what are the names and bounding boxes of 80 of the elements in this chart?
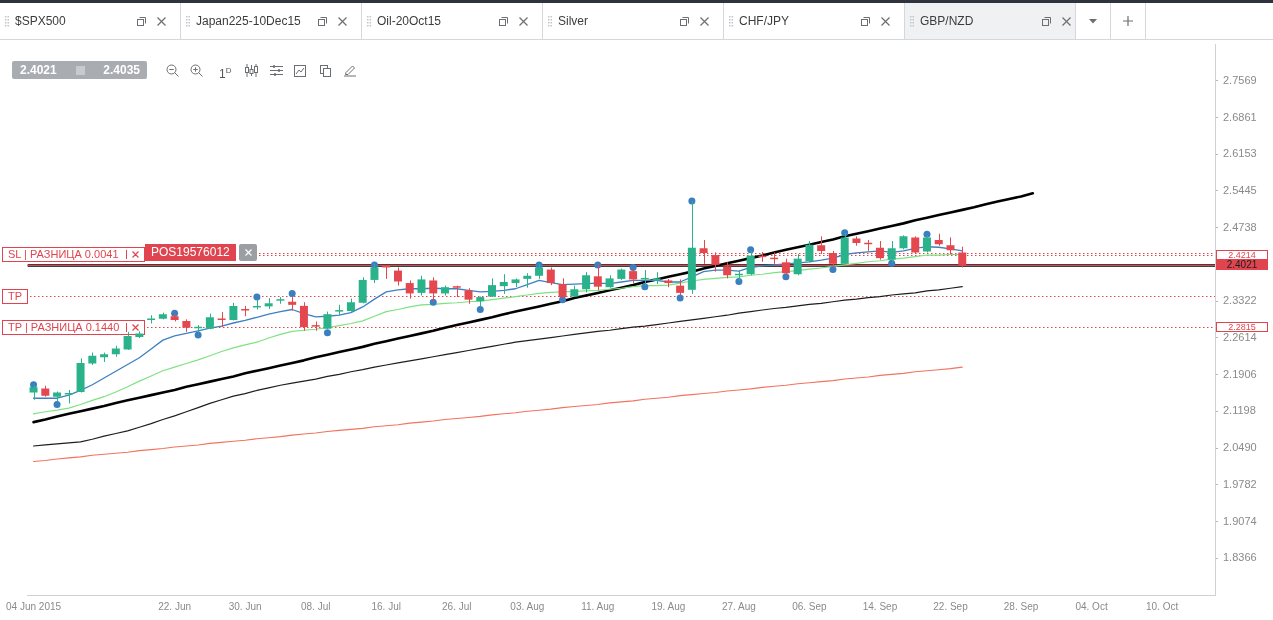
x-tick-label: 22. Jun <box>158 600 192 612</box>
candlestick <box>276 296 285 305</box>
x-tick-label: 22. Sep <box>933 600 969 612</box>
y-tick-label: 1.9782 <box>1223 477 1257 490</box>
y-tick-label: 2.1198 <box>1223 404 1256 417</box>
point <box>735 277 743 285</box>
x-tick-label: 26. Jul <box>442 600 472 612</box>
x-tick-label: 10. Oct <box>1145 600 1179 612</box>
candlestick <box>41 385 50 398</box>
point <box>641 283 649 291</box>
x-tick-label: 14. Sep <box>862 600 898 612</box>
text: CHF/JPY <box>739 14 790 28</box>
y-tick-label: 2.6861 <box>1223 110 1257 123</box>
x-tick-label: 06. Sep <box>792 600 828 612</box>
annotation: 2.4021 <box>20 62 57 79</box>
candlestick <box>64 389 73 404</box>
candlestick <box>147 314 156 325</box>
y-tick-label: 2.6153 <box>1223 147 1257 160</box>
x-tick-label: 16. Jul <box>371 600 401 612</box>
point <box>323 329 331 337</box>
point <box>747 246 755 254</box>
candlestick <box>852 235 861 247</box>
text: 2.2815 <box>1216 322 1268 333</box>
ref-line-label: SL | РАЗНИЦА 0.0041 <box>8 248 119 262</box>
text: Japan225-10Dec15 <box>196 14 301 28</box>
candlestick <box>511 277 520 288</box>
x-tick-label: 04 Jun 2015 <box>6 600 62 612</box>
candlestick <box>335 304 344 316</box>
point <box>629 263 637 271</box>
candlestick <box>323 311 332 330</box>
y-tick-label: 2.4738 <box>1223 220 1257 233</box>
x-tick-label: 27. Aug <box>721 600 756 612</box>
candlestick <box>111 345 120 358</box>
x-tick-label: 28. Sep <box>1003 600 1039 612</box>
candlestick <box>135 330 144 339</box>
x-tick-label: 30. Jun <box>228 600 262 612</box>
x-tick-label: 19. Aug <box>651 600 686 612</box>
candlestick <box>664 278 673 288</box>
point <box>194 331 202 339</box>
y-tick-label: 1.9074 <box>1223 514 1257 527</box>
x-tick-label: 03. Aug <box>510 600 545 612</box>
y-tick-label: 2.3322 <box>1223 294 1257 307</box>
candlestick <box>29 384 38 401</box>
point <box>53 400 61 408</box>
chart-title: GBP/NZD <box>920 14 974 28</box>
candlestick <box>887 240 896 264</box>
y-tick-label: 1.8366 <box>1223 551 1257 564</box>
annotation: 2.4035 <box>103 62 140 79</box>
point <box>841 229 849 237</box>
point <box>429 298 437 306</box>
x-tick-label: 04. Oct <box>1075 600 1108 612</box>
y-tick-label: 2.7569 <box>1223 73 1257 86</box>
point <box>888 259 896 267</box>
text: Silver <box>558 14 589 28</box>
candlestick <box>217 311 226 328</box>
ref-line-label: POS19576012 <box>151 245 230 260</box>
x-tick-label: 11. Aug <box>581 600 615 612</box>
point <box>782 273 790 281</box>
y-tick-label: 2.5445 <box>1223 183 1257 196</box>
ref-line-label: 2.4021 <box>1216 258 1268 270</box>
point <box>288 289 296 297</box>
x-tick-label: 08. Jul <box>300 600 331 612</box>
point <box>253 293 261 301</box>
ref-line-label: TP | РАЗНИЦА 0.1440 <box>8 320 120 334</box>
text: Oil-20Oct15 <box>377 14 442 28</box>
annotation: 1$^{D}$ <box>219 65 232 81</box>
candlestick <box>488 277 497 298</box>
text: 2.4214 <box>1216 249 1268 260</box>
candlestick <box>241 305 250 317</box>
point <box>829 266 837 274</box>
text: $SPX500 <box>15 14 66 28</box>
y-tick-label: 2.2614 <box>1223 330 1257 343</box>
candlestick <box>205 313 214 330</box>
y-tick-label: 2.1906 <box>1223 367 1257 380</box>
point <box>476 306 484 314</box>
candlestick <box>417 275 426 296</box>
ref-line-label: TP <box>8 289 23 303</box>
point <box>676 294 684 302</box>
y-tick-label: 2.0490 <box>1223 441 1257 454</box>
candlestick <box>570 285 579 298</box>
